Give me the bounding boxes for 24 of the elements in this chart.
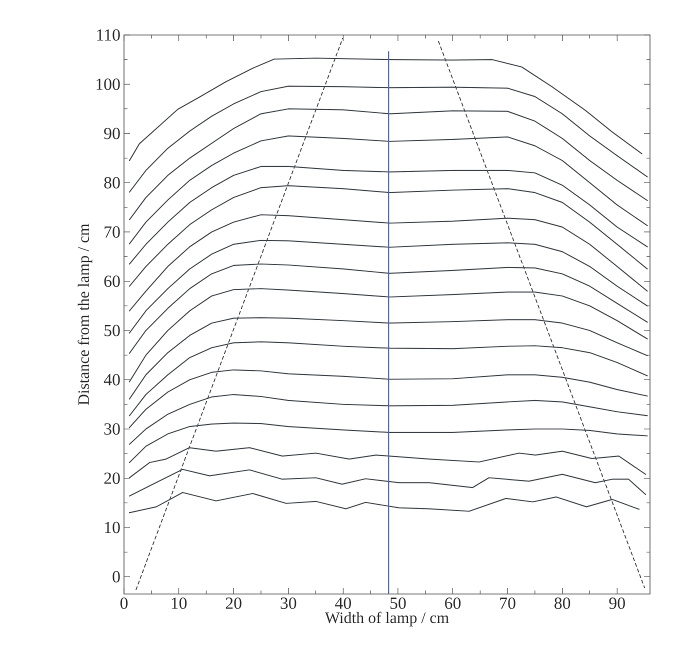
x-tick-label: 20 <box>226 598 242 609</box>
y-tick-label: 80 <box>104 177 120 188</box>
x-tick-label: 90 <box>609 598 625 609</box>
x-axis-title: Width of lamp / cm <box>324 612 449 626</box>
y-axis-title: Distance from the lamp / cm <box>78 224 92 405</box>
x-tick-label: 10 <box>172 598 187 609</box>
y-tick-label: 110 <box>97 29 120 41</box>
y-tick-label: 10 <box>105 522 120 534</box>
y-tick-label: 20 <box>104 472 120 484</box>
x-tick-label: 40 <box>335 598 351 609</box>
y-tick-label: 100 <box>96 78 120 90</box>
x-tick-label: 30 <box>280 598 296 609</box>
y-tick-label: 60 <box>104 276 120 287</box>
y-tick-label: 70 <box>104 226 120 238</box>
y-tick-label: 90 <box>104 128 120 140</box>
x-tick-label: 70 <box>500 598 516 609</box>
x-tick-label: 80 <box>554 598 570 609</box>
y-tick-label: 0 <box>112 571 120 582</box>
x-tick-label: 0 <box>120 598 128 609</box>
y-tick-label: 40 <box>104 374 120 386</box>
y-tick-label: 50 <box>104 324 120 336</box>
y-tick-label: 30 <box>104 423 120 435</box>
x-tick-label: 50 <box>390 598 406 609</box>
x-tick-label: 60 <box>445 598 461 609</box>
